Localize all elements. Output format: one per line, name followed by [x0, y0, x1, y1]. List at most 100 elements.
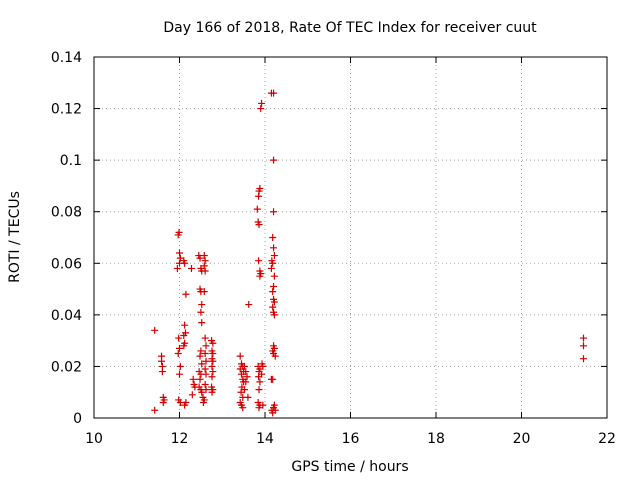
chart-title: Day 166 of 2018, Rate Of TEC Index for r…	[163, 20, 537, 36]
data-point	[188, 391, 196, 399]
data-point	[270, 272, 278, 280]
data-point	[175, 228, 183, 236]
data-point	[240, 362, 248, 370]
data-point	[270, 208, 278, 216]
data-point	[201, 334, 209, 342]
data-point	[269, 303, 277, 311]
grid-lines	[94, 57, 607, 418]
data-point	[160, 396, 168, 404]
data-point	[176, 370, 183, 378]
y-tick-label: 0.02	[51, 359, 82, 375]
data-point	[579, 355, 587, 363]
data-point	[173, 264, 181, 272]
data-point	[181, 259, 189, 267]
data-point	[202, 342, 210, 350]
y-tick-label: 0.06	[51, 256, 82, 272]
x-tick-label: 14	[256, 431, 274, 447]
data-point	[269, 234, 277, 241]
data-point	[242, 368, 250, 376]
data-point	[579, 342, 587, 350]
data-point	[269, 259, 277, 267]
data-point	[176, 362, 184, 370]
data-point	[201, 257, 209, 265]
data-point	[198, 360, 206, 368]
data-point	[253, 205, 261, 213]
data-point	[202, 386, 210, 394]
data-point	[257, 105, 265, 113]
data-point	[258, 370, 266, 378]
y-tick-label: 0.12	[51, 102, 82, 118]
y-tick-label: 0.04	[51, 308, 82, 324]
y-tick-label: 0.1	[60, 153, 82, 169]
data-point	[200, 262, 208, 270]
data-point	[197, 308, 205, 316]
data-point	[270, 282, 278, 290]
data-point	[209, 357, 217, 365]
data-point	[271, 352, 279, 360]
data-point	[176, 249, 183, 257]
data-point	[198, 301, 206, 309]
data-point	[209, 368, 217, 376]
data-point	[201, 267, 209, 275]
data-point	[198, 388, 206, 396]
data-point	[256, 378, 264, 386]
y-axis-tick-labels: 0 0.02 0.04 0.06 0.08 0.1 0.12 0.14	[51, 50, 82, 427]
data-point	[270, 244, 278, 252]
x-tick-label: 16	[342, 431, 360, 447]
data-point	[242, 378, 250, 386]
y-tick-label: 0.14	[51, 50, 82, 66]
data-point	[267, 264, 275, 272]
data-point	[258, 99, 266, 107]
data-point	[255, 404, 263, 412]
data-point	[208, 373, 216, 381]
data-point	[175, 334, 183, 342]
data-point	[189, 375, 197, 383]
data-point	[255, 221, 263, 229]
data-point	[180, 331, 188, 339]
data-point	[270, 311, 278, 319]
data-point	[236, 352, 244, 360]
data-point	[201, 380, 209, 388]
data-point	[209, 350, 217, 358]
data-point	[270, 298, 278, 306]
data-point	[182, 290, 190, 298]
y-axis-label: ROTI / TECUs	[7, 191, 23, 283]
data-point	[174, 350, 182, 358]
data-point	[245, 301, 253, 309]
data-point	[202, 370, 210, 378]
data-point	[176, 344, 183, 352]
data-point	[259, 401, 267, 409]
x-tick-label: 22	[598, 431, 616, 447]
data-point	[181, 401, 189, 409]
x-tick-label: 20	[513, 431, 531, 447]
axis-ticks	[93, 56, 608, 419]
x-tick-label: 18	[427, 431, 445, 447]
data-point	[243, 373, 251, 381]
data-point	[197, 347, 205, 355]
data-point	[196, 254, 204, 262]
data-point	[202, 357, 210, 365]
data-point	[198, 319, 206, 327]
data-point	[255, 386, 263, 394]
data-point	[244, 393, 252, 401]
x-axis-tick-labels: 10 12 14 16 18 20 22	[85, 431, 616, 447]
x-tick-label: 12	[171, 431, 189, 447]
data-point	[239, 404, 247, 412]
y-tick-label: 0	[73, 411, 82, 427]
data-point	[259, 362, 267, 370]
data-point	[267, 375, 275, 383]
data-point	[269, 288, 277, 296]
data-points	[151, 89, 587, 417]
data-point	[270, 89, 278, 97]
data-point	[209, 339, 217, 347]
x-tick-label: 10	[85, 431, 103, 447]
data-point	[151, 326, 159, 334]
data-point	[187, 264, 195, 272]
data-point	[199, 399, 207, 407]
data-point	[181, 321, 189, 329]
data-point	[270, 252, 278, 260]
data-point	[196, 352, 204, 360]
y-tick-label: 0.08	[51, 205, 82, 221]
x-axis-label: GPS time / hours	[291, 459, 408, 475]
